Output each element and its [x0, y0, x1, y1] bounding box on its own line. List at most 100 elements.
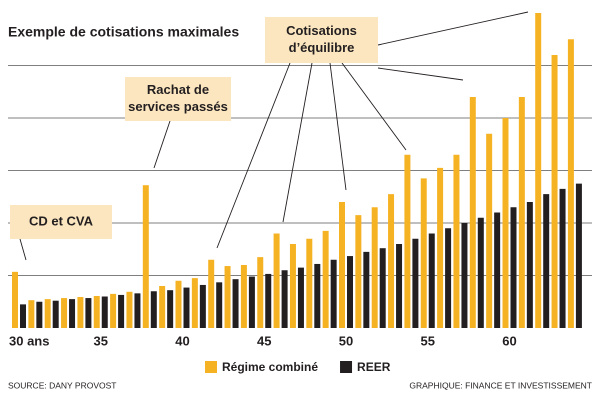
annotation-text: CD et CVA: [29, 213, 94, 228]
bar: [281, 270, 288, 328]
bar: [257, 257, 264, 328]
bar: [486, 133, 493, 328]
legend-swatch: [340, 361, 353, 373]
bar: [494, 212, 501, 328]
bar: [535, 13, 542, 328]
bar: [567, 39, 574, 328]
bar: [101, 296, 108, 328]
bar: [330, 259, 337, 328]
annotation-box: [10, 205, 112, 239]
leader-line: [377, 67, 464, 81]
x-tick-label: 60: [502, 333, 516, 348]
bar: [44, 299, 51, 328]
bar: [273, 233, 280, 328]
bar: [85, 298, 92, 328]
leader-line: [377, 11, 529, 46]
bar: [404, 154, 411, 328]
bar: [61, 298, 68, 328]
bar: [208, 259, 215, 328]
annotation-text: Rachat de: [147, 82, 209, 97]
bar: [518, 97, 525, 328]
bar: [20, 304, 26, 328]
bar: [453, 154, 460, 328]
bar: [28, 300, 35, 328]
annotation-text: services passés: [128, 99, 228, 114]
bar: [526, 202, 533, 328]
x-tick-label: 45: [257, 333, 271, 348]
x-tick-label: 50: [339, 333, 353, 348]
bar: [77, 297, 84, 328]
x-tick-label: 40: [175, 333, 189, 348]
bar: [159, 286, 166, 328]
leader-line: [329, 62, 347, 191]
bar: [388, 194, 395, 328]
leader-line: [341, 62, 407, 151]
bar: [199, 284, 206, 328]
legend-swatch: [205, 361, 217, 373]
bar: [575, 183, 582, 328]
bar: [36, 301, 43, 328]
bar: [52, 300, 59, 328]
leader-line: [153, 120, 171, 169]
bar: [134, 293, 141, 328]
bar: [559, 188, 566, 328]
bar: [461, 223, 468, 328]
chart-title: Exemple de cotisations maximales: [8, 24, 239, 40]
bar: [289, 244, 296, 328]
bar: [477, 217, 484, 328]
leader-line: [216, 62, 291, 249]
x-tick-label: 35: [94, 333, 108, 348]
bar: [314, 263, 321, 328]
x-tick-label: 30 ans: [9, 333, 49, 348]
bar: [265, 273, 272, 328]
bar: [363, 251, 370, 328]
legend-label: REER: [357, 360, 391, 374]
bar: [347, 256, 353, 328]
annotation-box: [265, 17, 378, 63]
leader-line: [19, 238, 27, 261]
bar: [150, 291, 157, 328]
bar: [297, 267, 304, 328]
bar: [412, 238, 419, 328]
bar: [396, 244, 403, 328]
annotation-box: [125, 77, 231, 121]
bar: [371, 207, 378, 328]
bar: [437, 167, 444, 328]
annotation-text: d’équilibre: [289, 40, 355, 55]
bar: [224, 266, 231, 328]
bar: [93, 295, 100, 328]
bar: [183, 287, 190, 328]
bar: [339, 202, 345, 328]
legend-label: Régime combiné: [222, 360, 318, 374]
bar: [110, 293, 117, 328]
bar: [355, 215, 362, 328]
bar: [379, 248, 386, 328]
bar: [69, 299, 76, 328]
bar: [445, 228, 452, 328]
bar: [240, 265, 247, 328]
bar: [543, 194, 550, 328]
bar: [126, 291, 133, 328]
bar: [142, 185, 149, 328]
bar: [175, 280, 182, 328]
bar: [232, 279, 239, 328]
bar: [306, 238, 313, 328]
bar: [191, 278, 198, 328]
bar: [502, 118, 509, 328]
bar: [216, 282, 223, 328]
bar: [428, 233, 435, 328]
bar: [551, 55, 558, 328]
bar: [469, 97, 476, 328]
source: SOURCE: DANY PROVOST: [8, 380, 116, 390]
bar: [167, 290, 174, 328]
leader-line: [282, 62, 313, 223]
bar: [510, 207, 517, 328]
bar: [12, 271, 18, 328]
bar: [420, 178, 427, 328]
x-tick-label: 55: [421, 333, 435, 348]
annotation-text: Cotisations: [286, 23, 357, 38]
credit: GRAPHIQUE: FINANCE ET INVESTISSEMENT: [409, 380, 592, 390]
bar: [322, 230, 329, 328]
bar: [118, 294, 125, 328]
